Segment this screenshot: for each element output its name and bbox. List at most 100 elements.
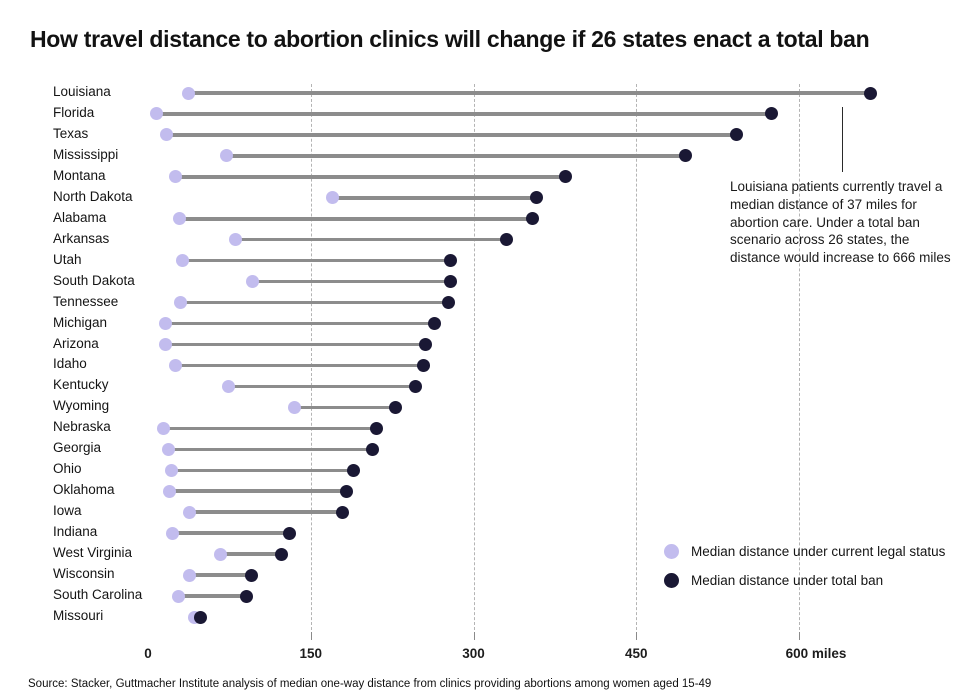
ban-distance-dot [282, 526, 296, 540]
state-label: Arkansas [53, 230, 110, 246]
connector-line [172, 531, 290, 535]
state-label: Montana [53, 167, 106, 183]
current-distance-dot [165, 463, 179, 477]
legend: Median distance under current legal stat… [664, 544, 945, 602]
ban-distance-dot [442, 296, 456, 310]
connector-line [220, 552, 282, 556]
gridline-450 [636, 84, 638, 640]
state-label: Louisiana [53, 84, 111, 99]
connector-line [175, 363, 424, 368]
connector-line [332, 196, 537, 200]
state-label: West Virginia [53, 545, 133, 561]
legend-label: Median distance under current legal stat… [691, 544, 946, 559]
state-label: Mississippi [53, 146, 119, 162]
axis-tick-450 [636, 632, 638, 640]
ban-distance-dot [335, 505, 349, 519]
ban-distance-dot [274, 547, 288, 561]
current-distance-dot [172, 212, 186, 226]
connector-line [179, 217, 533, 221]
ban-distance-dot [427, 317, 441, 331]
axis-tick-label-0: 0 [144, 646, 152, 661]
connector-line [189, 573, 252, 577]
ban-distance-dot [444, 254, 458, 268]
state-label: Kentucky [53, 377, 109, 393]
connector-line [165, 342, 426, 347]
axis-tick-300 [473, 632, 475, 640]
current-distance-dot [182, 505, 196, 519]
current-distance-dot [176, 254, 190, 268]
state-label: Utah [53, 251, 82, 267]
current-distance-dot [245, 275, 259, 289]
ban-distance-dot [193, 610, 207, 624]
connector-line [252, 279, 451, 284]
ban-distance-dot [559, 170, 573, 184]
legend-item: Median distance under total ban [664, 573, 945, 588]
ban-distance-dot [678, 149, 692, 163]
connector-line [189, 510, 343, 514]
axis-tick-label-600: 600 miles [785, 646, 847, 661]
axis-tick-600 [799, 632, 800, 640]
annotation-text: Louisiana patients currently travel a me… [730, 179, 951, 266]
state-label: Wisconsin [53, 566, 115, 582]
current-distance-dot [174, 296, 188, 310]
state-label: North Dakota [53, 188, 133, 204]
current-distance-dot [158, 317, 172, 331]
ban-distance-dot [864, 86, 878, 100]
ban-distance-dot [419, 338, 433, 352]
state-label: Arizona [53, 335, 99, 351]
connector-line [166, 133, 737, 137]
current-distance-dot [156, 421, 170, 435]
current-distance-dot [150, 107, 164, 121]
legend-label: Median distance under total ban [691, 573, 884, 588]
state-label: Nebraska [53, 419, 111, 435]
ban-distance-dot [388, 400, 402, 414]
ban-distance-dot [366, 442, 380, 456]
state-label: Georgia [53, 440, 102, 456]
gridline-300 [473, 84, 475, 640]
state-label: Oklahoma [53, 482, 115, 498]
connector-line [226, 154, 686, 158]
state-label: South Dakota [53, 272, 135, 288]
ban-distance-dot [729, 128, 743, 142]
ban-distance-dot [340, 484, 354, 498]
legend-item: Median distance under current legal stat… [664, 544, 945, 559]
connector-line [156, 112, 772, 116]
ban-distance-dot [444, 275, 458, 289]
current-distance-dot [214, 547, 228, 561]
state-label: Iowa [53, 503, 82, 519]
connector-line [178, 594, 247, 598]
current-distance-dot [219, 149, 233, 163]
state-label: Missouri [53, 608, 104, 623]
current-distance-dot [162, 442, 176, 456]
current-distance-dot [182, 568, 196, 582]
connector-line [228, 384, 416, 389]
axis-tick-label-300: 300 [462, 646, 485, 661]
connector-line [163, 426, 377, 431]
state-label: Michigan [53, 314, 108, 330]
current-distance-dot [163, 484, 177, 498]
current-distance-dot [181, 86, 195, 100]
state-label: Tennessee [53, 293, 119, 309]
current-distance-dot [171, 589, 185, 603]
ban-distance-dot [240, 589, 254, 603]
current-distance-dot [287, 400, 301, 414]
connector-line [171, 468, 354, 473]
ban-distance-dot [244, 568, 258, 582]
connector-line [175, 175, 566, 179]
current-distance-dot [159, 128, 173, 142]
ban-distance-dot [525, 212, 539, 226]
current-distance-dot [221, 379, 235, 393]
ban-distance-dot [409, 379, 423, 393]
connector-line [294, 405, 396, 410]
axis-tick-label-450: 450 [624, 646, 648, 661]
dumbbell-chart: 0 150 300 450 600 miles Louisiana Florida Texas… [53, 84, 878, 661]
axis-tick-150 [310, 632, 312, 640]
annotation-pointer-line [842, 107, 843, 172]
current-distance-dot [325, 191, 339, 205]
chart-title: How travel distance to abortion clinics … [30, 26, 870, 52]
axis-tick-label-150: 150 [299, 646, 323, 661]
connector-line [180, 300, 449, 305]
source-note: Source: Stacker, Guttmacher Institute an… [28, 678, 712, 690]
state-label: Ohio [53, 461, 82, 477]
